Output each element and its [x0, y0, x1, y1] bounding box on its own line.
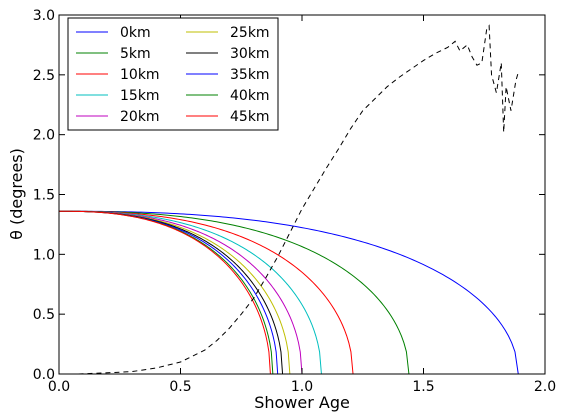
- dashed-line: [78, 24, 519, 375]
- legend-label-5km: 5km: [120, 46, 151, 62]
- legend-label-15km: 15km: [120, 88, 160, 104]
- y-tick-label: 1.0: [33, 247, 55, 263]
- axis-ticks: 0.0 0.5 1.0 1.5 2.0 0.0 0.5 1.0 1.5 2.0 2.5 3.0: [33, 8, 556, 395]
- y-tick-label: 0.5: [33, 307, 55, 323]
- y-tick-label: 2.0: [33, 128, 55, 144]
- x-tick-label: 1.0: [291, 379, 313, 395]
- y-axis-label: θ (degrees): [7, 148, 26, 240]
- legend: 0km 5km 10km 15km 20km 25km 30km 35km 40km 45km: [67, 17, 279, 131]
- x-axis-label: Shower Age: [254, 393, 350, 412]
- y-tick-label: 0.0: [33, 367, 55, 383]
- legend-label-25km: 25km: [230, 25, 270, 41]
- legend-label-0km: 0km: [120, 25, 151, 41]
- legend-label-40km: 40km: [230, 88, 270, 104]
- x-tick-label: 0.5: [169, 379, 191, 395]
- dashed-curve: [78, 24, 519, 375]
- series-line-0km: [59, 210, 519, 375]
- legend-label-20km: 20km: [120, 109, 160, 125]
- legend-label-10km: 10km: [120, 67, 160, 83]
- x-tick-label: 0.0: [48, 379, 70, 395]
- series-line-45km: [59, 210, 271, 375]
- legend-label-35km: 35km: [230, 67, 270, 83]
- x-tick-label: 1.5: [412, 379, 434, 395]
- y-tick-label: 2.5: [33, 68, 55, 84]
- y-tick-label: 1.5: [33, 188, 55, 204]
- y-tick-label: 3.0: [33, 8, 55, 24]
- x-tick-label: 2.0: [534, 379, 556, 395]
- series-curves: [59, 210, 519, 375]
- legend-label-30km: 30km: [230, 46, 270, 62]
- legend-label-45km: 45km: [230, 109, 270, 125]
